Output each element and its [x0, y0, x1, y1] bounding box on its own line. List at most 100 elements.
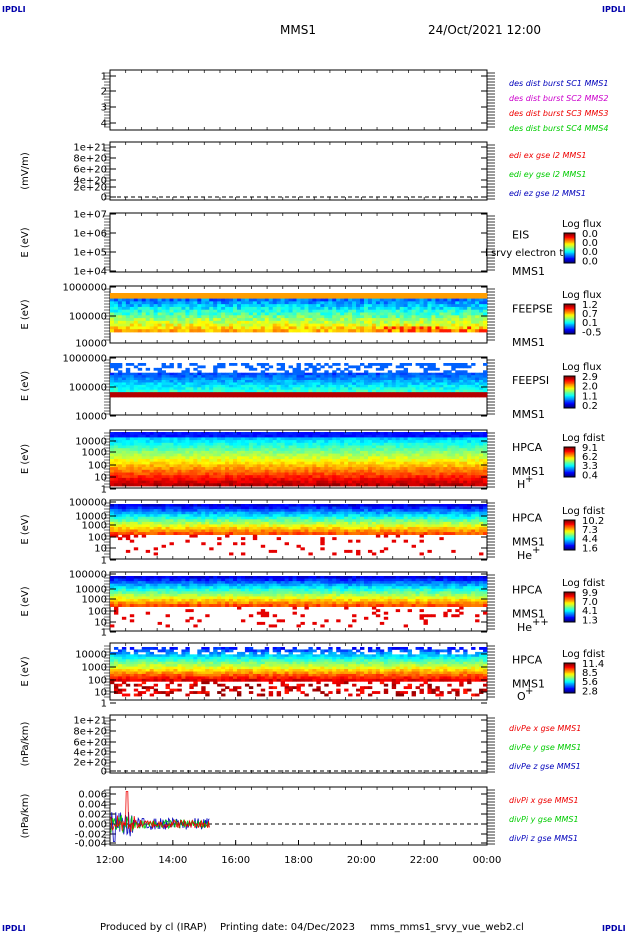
y-tick-label: 100000 — [69, 312, 107, 323]
colorbar-tick-label: 1.2 — [582, 300, 598, 311]
y-tick-label: 10 — [94, 473, 107, 484]
legend-entry: edi ez gse l2 MMS1 — [509, 189, 586, 198]
corner-label-bl: IPDLI — [2, 924, 26, 933]
y-tick-label: 1000 — [82, 448, 107, 459]
colorbar-tick-label: 0.0 — [582, 238, 598, 249]
y-axis-label: (nPa/km) — [20, 794, 31, 839]
colorbar-frame — [563, 519, 576, 551]
colorbar-tick-label: 7.0 — [582, 597, 598, 608]
spectrogram — [110, 293, 488, 333]
colorbar-tick-label: 1.6 — [582, 543, 598, 554]
colorbar-title: Log flux — [562, 219, 602, 230]
y-tick-label: 0.000 — [78, 820, 107, 831]
y-tick-label: 10 — [94, 688, 107, 699]
charge-label: + — [525, 474, 533, 485]
y-tick-label: 0.002 — [78, 810, 107, 821]
spacecraft-label: MMS1 — [512, 608, 545, 621]
panel-frame — [109, 69, 488, 131]
y-tick-label: 1 — [101, 485, 107, 496]
charge-label: ++ — [532, 617, 549, 628]
y-tick-label: 8e+20 — [73, 727, 107, 738]
charge-label: + — [532, 545, 540, 556]
charge-label: + — [525, 686, 533, 697]
y-tick-label: 0.004 — [78, 800, 107, 811]
colorbar-tick-label: 0.4 — [582, 470, 598, 481]
overlay-label: l srvy electron to — [485, 248, 569, 259]
y-tick-label: 10000 — [75, 650, 107, 661]
corner-label-br: IPDLI — [602, 924, 626, 933]
y-tick-label: 0.006 — [78, 790, 107, 801]
panel-frame — [109, 141, 488, 201]
colorbar-tick-label: 11.4 — [582, 659, 604, 670]
colorbar-frame — [563, 446, 576, 478]
y-axis-label: E (eV) — [20, 656, 31, 686]
species-label: O — [517, 690, 526, 703]
colorbar-tick-label: 0.1 — [582, 318, 598, 329]
colorbar-tick-label: -0.5 — [582, 327, 602, 338]
y-tick-label: 2e+20 — [73, 183, 107, 194]
y-tick-label: 100 — [88, 461, 107, 472]
x-tick-label: 22:00 — [410, 855, 439, 866]
spectrogram — [110, 647, 488, 697]
colorbar-tick-label: 0.0 — [582, 256, 598, 267]
y-tick-label: 1e+05 — [73, 248, 107, 259]
colorbar-tick-label: 2.8 — [582, 686, 598, 697]
legend-entry: des dist burst SC3 MMS3 — [509, 109, 608, 118]
colorbar-tick-label: 2.9 — [582, 372, 598, 383]
y-tick-label: 100000 — [69, 383, 107, 394]
legend-entry: divPi z gse MMS1 — [509, 834, 578, 843]
legend-entry: divPe x gse MMS1 — [509, 724, 581, 733]
y-tick-label: 1 — [101, 628, 107, 639]
colorbar-title: Log fdist — [562, 506, 605, 517]
y-tick-label: 6e+20 — [73, 165, 107, 176]
colorbar-tick-label: 9.9 — [582, 588, 598, 599]
y-tick-label: 10000 — [75, 512, 107, 523]
spacecraft-label: MMS1 — [512, 336, 545, 349]
spectrogram — [110, 504, 488, 556]
x-tick-label: 16:00 — [221, 855, 250, 866]
y-tick-label: 10000 — [75, 585, 107, 596]
y-tick-label: 1e+04 — [73, 267, 107, 278]
y-tick-label: 0 — [101, 767, 107, 778]
corner-label-tl: IPDLI — [2, 5, 26, 14]
spacecraft-label: MMS1 — [512, 465, 545, 478]
colorbar-tick-label: 0.0 — [582, 247, 598, 258]
colorbar-tick-label: 4.4 — [582, 534, 598, 545]
y-tick-label: 1 — [101, 699, 107, 710]
legend-entry: divPe z gse MMS1 — [509, 762, 581, 771]
y-tick-label: 1e+06 — [73, 229, 107, 240]
panel-frame — [109, 714, 488, 774]
x-tick-label: 00:00 — [473, 855, 502, 866]
spectrogram — [110, 576, 488, 628]
legend-entry: des dist burst SC2 MMS2 — [509, 94, 608, 103]
y-tick-label: 1e+21 — [73, 716, 107, 727]
divpi-series-x — [110, 791, 210, 832]
legend-entry: edi ex gse l2 MMS1 — [509, 151, 587, 160]
instrument-label: FEEPSI — [512, 374, 549, 387]
y-tick-label: 4 — [101, 119, 107, 130]
y-tick-label: 100 — [88, 676, 107, 687]
colorbar-tick-label: 0.0 — [582, 229, 598, 240]
instrument-label: HPCA — [512, 441, 543, 454]
y-tick-label: 100000 — [69, 498, 107, 509]
colorbar-title: Log fdist — [562, 578, 605, 589]
spacecraft-label: MMS1 — [512, 408, 545, 421]
instrument-label: HPCA — [512, 584, 543, 597]
colorbar-tick-label: 3.3 — [582, 461, 598, 472]
panel-frame — [109, 212, 488, 273]
y-axis-label: E (eV) — [20, 586, 31, 616]
panel-frame — [109, 786, 488, 846]
footer-file: mms_mms1_srvy_vue_web2.cl — [370, 922, 524, 933]
colorbar-tick-label: 0.2 — [582, 401, 598, 412]
panel-eis: 1e+07 1e+06 1e+05 1e+04 E (eV) EIS MMS1 l srvy … — [20, 210, 602, 279]
colorbar-title: Log fdist — [562, 649, 605, 660]
footer-produced-by: Produced by cl (IRAP) — [100, 922, 207, 933]
y-tick-label: 10000 — [75, 339, 107, 350]
y-axis-label: E (eV) — [20, 514, 31, 544]
y-tick-label: 2e+20 — [73, 758, 107, 769]
